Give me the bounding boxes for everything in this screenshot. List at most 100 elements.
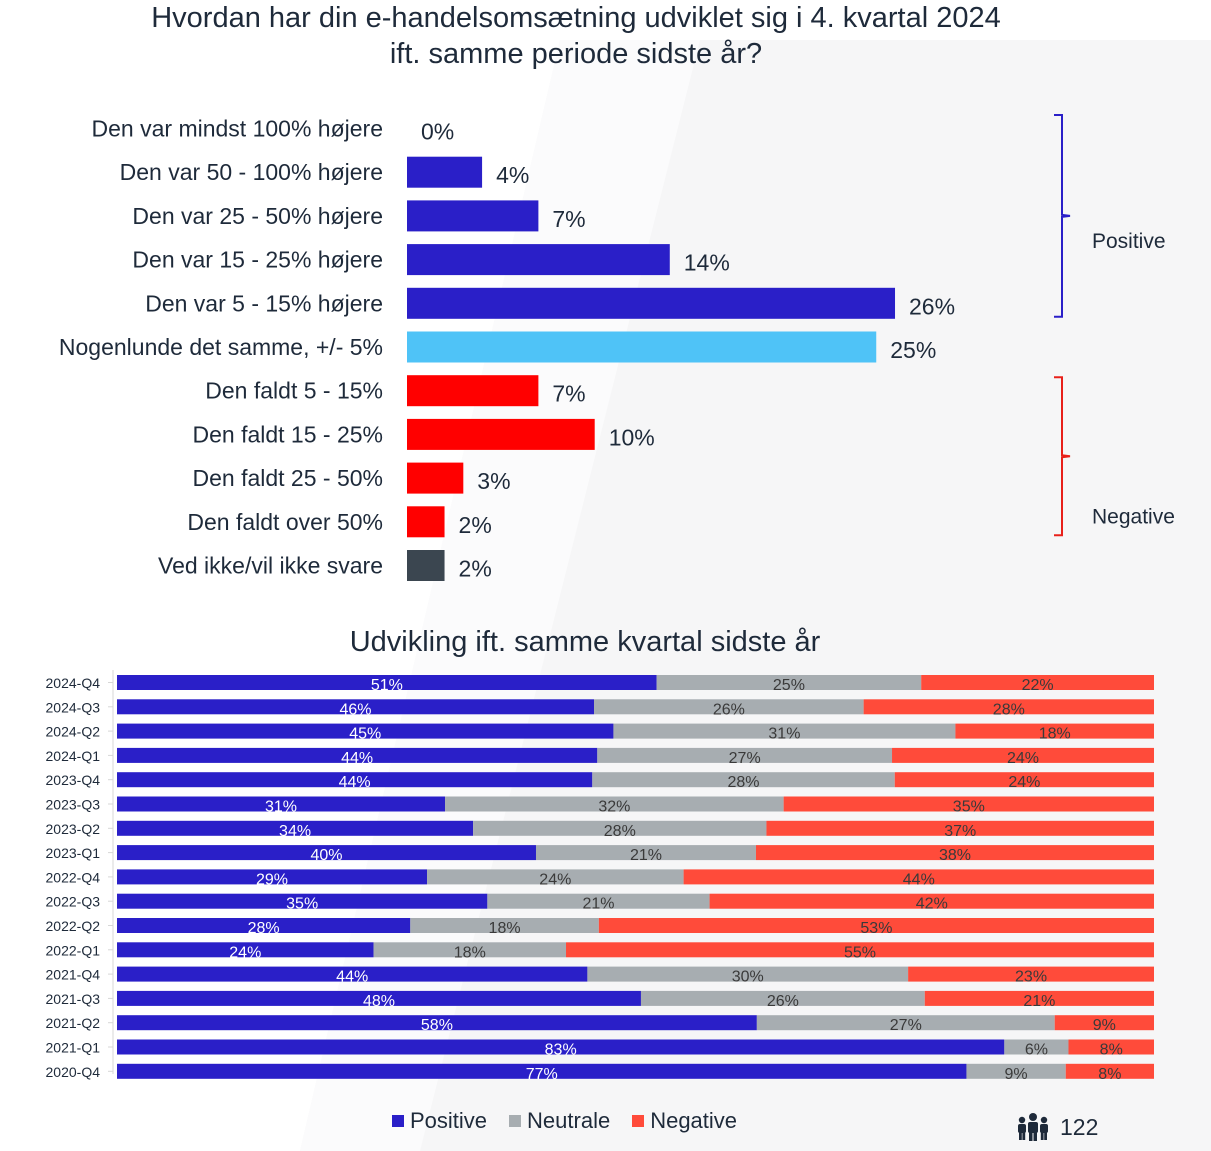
- chart-title-line-1: Hvordan har din e-handelsomsætning udvik…: [151, 2, 1001, 34]
- tick-label: 2020-Q4: [46, 1064, 101, 1080]
- data-label: 55%: [844, 944, 876, 961]
- data-label: 8%: [1100, 1042, 1123, 1059]
- data-label: 23%: [1015, 969, 1047, 986]
- tick-label: 2022-Q3: [46, 894, 101, 910]
- data-label: 44%: [336, 969, 368, 986]
- bar: [407, 418, 595, 450]
- bar-segment: [756, 1015, 1055, 1031]
- respondent-count-value: 122: [1060, 1113, 1099, 1140]
- legend-item-positive: Positive: [392, 1108, 487, 1134]
- chart-legend: Positive Neutrale Negative: [392, 1108, 737, 1134]
- bar-segment: [683, 869, 1154, 885]
- bar-segment: [863, 699, 1154, 715]
- trend-chart-title: Udvikling ift. samme kvartal sidste år: [349, 626, 821, 658]
- bar-segment: [892, 747, 1154, 763]
- value-label: 10%: [609, 424, 655, 450]
- tick-label: 2021-Q4: [46, 967, 101, 983]
- bar-segment: [955, 723, 1154, 739]
- value-label: 7%: [552, 206, 585, 232]
- data-label: 28%: [248, 920, 280, 937]
- legend-swatch-positive: [392, 1115, 404, 1127]
- bar-segment: [117, 1015, 757, 1031]
- bar-segment: [117, 723, 614, 739]
- data-label: 35%: [953, 799, 985, 816]
- tick-label: 2022-Q2: [46, 918, 101, 934]
- legend-label-neutral: Neutrale: [527, 1108, 611, 1133]
- data-label: 26%: [713, 701, 745, 718]
- bar: [407, 156, 483, 188]
- tick-label: 2021-Q2: [46, 1015, 101, 1031]
- chart-title: Hvordan har din e-handelsomsætning udvik…: [0, 0, 1152, 72]
- legend-item-neutral: Neutrale: [509, 1108, 610, 1134]
- legend-item-negative: Negative: [632, 1108, 737, 1134]
- data-label: 30%: [732, 969, 764, 986]
- data-label: 83%: [545, 1042, 577, 1059]
- data-label: 44%: [903, 871, 935, 888]
- bar-segment: [783, 796, 1154, 812]
- tick-label: 2024-Q2: [46, 724, 101, 740]
- bar-segment: [766, 820, 1154, 836]
- category-label: Den faldt 15 - 25%: [192, 421, 383, 447]
- data-label: 28%: [604, 823, 636, 840]
- data-label: 21%: [582, 896, 614, 913]
- bar-segment: [117, 820, 474, 836]
- bar-segment: [117, 772, 593, 788]
- bar-segment: [1004, 1039, 1069, 1055]
- bracket: [1054, 376, 1071, 537]
- bar-segment: [1065, 1063, 1154, 1079]
- value-label: 25%: [890, 337, 936, 363]
- category-label: Den var mindst 100% højere: [92, 116, 383, 142]
- bar-segment: [117, 747, 598, 763]
- value-label: 4%: [496, 162, 529, 188]
- data-label: 29%: [256, 871, 288, 888]
- tick-label: 2024-Q3: [46, 699, 101, 715]
- people-icon: [1018, 1113, 1048, 1141]
- data-label: 77%: [526, 1066, 558, 1083]
- bar-segment: [117, 1039, 1005, 1055]
- category-label: Den var 25 - 50% højere: [132, 203, 383, 229]
- data-label: 24%: [1008, 774, 1040, 791]
- bar-segment: [894, 772, 1154, 788]
- bar-segment: [1054, 1015, 1154, 1031]
- bar-segment: [117, 942, 374, 958]
- data-label: 18%: [1039, 726, 1071, 743]
- data-label: 35%: [286, 896, 318, 913]
- legend-label-positive: Positive: [410, 1108, 488, 1133]
- data-label: 44%: [339, 774, 371, 791]
- data-label: 51%: [371, 677, 403, 694]
- bar-segment: [473, 820, 767, 836]
- data-label: 28%: [728, 774, 760, 791]
- bar-segment: [445, 796, 784, 812]
- data-label: 18%: [489, 920, 521, 937]
- bar-segment: [924, 990, 1154, 1006]
- bar-segment: [117, 796, 446, 812]
- bar-segment: [535, 845, 756, 861]
- bar-segment: [566, 942, 1154, 958]
- data-label: 26%: [767, 993, 799, 1010]
- respondent-count: 122: [1016, 1112, 1098, 1142]
- data-label: 9%: [1093, 1017, 1116, 1034]
- bar-segment: [410, 918, 599, 933]
- legend-swatch-negative: [632, 1115, 645, 1127]
- data-label: 53%: [860, 920, 892, 937]
- tick-label: 2021-Q3: [46, 991, 101, 1007]
- category-label: Den faldt over 50%: [187, 509, 383, 535]
- bar-segment: [373, 942, 567, 958]
- tick-label: 2021-Q1: [46, 1040, 101, 1056]
- legend-label-negative: Negative: [650, 1108, 738, 1133]
- bar: [407, 200, 539, 232]
- category-label: Den faldt 5 - 15%: [205, 378, 383, 404]
- bar-segment: [908, 966, 1154, 982]
- legend-swatch-neutral: [509, 1115, 522, 1127]
- bar-segment: [117, 699, 595, 715]
- bar-segment: [117, 869, 428, 885]
- data-label: 48%: [363, 993, 395, 1010]
- bar-segment: [117, 893, 488, 909]
- tick-label: 2024-Q1: [46, 748, 101, 764]
- bar: [407, 550, 445, 581]
- data-label: 21%: [1023, 993, 1055, 1010]
- data-label: 8%: [1098, 1066, 1121, 1083]
- bar-segment: [640, 990, 925, 1006]
- bar-segment: [117, 966, 588, 982]
- data-label: 44%: [341, 750, 373, 767]
